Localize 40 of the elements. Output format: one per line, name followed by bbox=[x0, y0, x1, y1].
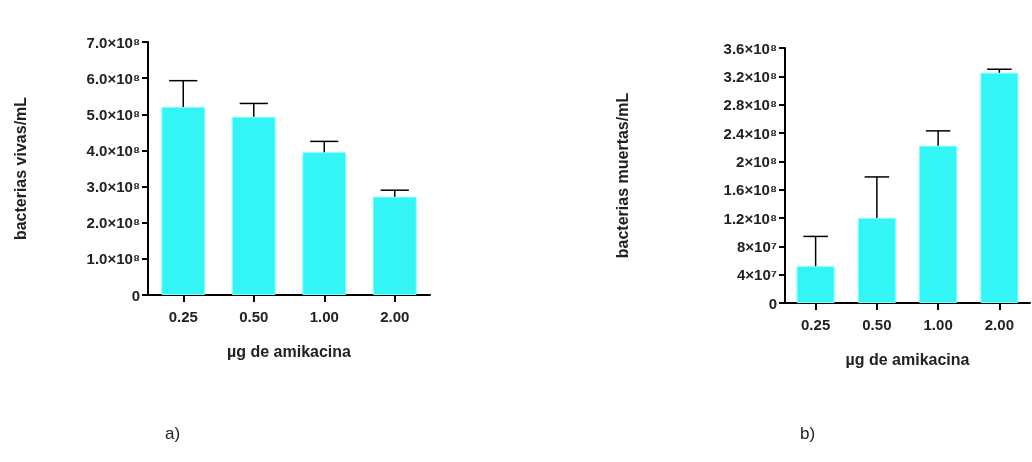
y-tick-label: 1.0×10⁸ bbox=[86, 250, 140, 268]
bar bbox=[980, 72, 1019, 303]
y-tick-label: 4×10⁷ bbox=[737, 266, 777, 284]
y-tick-label: 2.0×10⁸ bbox=[86, 214, 140, 232]
y-tick-label: 0 bbox=[768, 294, 777, 312]
y-tick-label: 0 bbox=[131, 286, 140, 304]
y-tick-label: 3.2×10⁸ bbox=[723, 67, 777, 85]
bar bbox=[231, 116, 276, 295]
y-tick-label: 2×10⁸ bbox=[736, 152, 777, 170]
bar bbox=[796, 266, 835, 303]
y-tick-label: 1.6×10⁸ bbox=[723, 181, 777, 199]
text: b) bbox=[800, 424, 816, 443]
y-tick-label: 8×10⁷ bbox=[737, 237, 777, 255]
x-tick-label: 1.00 bbox=[923, 316, 953, 333]
x-tick-label: 0.50 bbox=[239, 308, 269, 325]
bar bbox=[857, 218, 896, 303]
y-axis-title: bacterias vivas/mL bbox=[11, 96, 29, 241]
x-tick-label: 0.25 bbox=[801, 316, 831, 333]
bar bbox=[161, 107, 206, 295]
y-tick-label: 3.6×10⁸ bbox=[723, 39, 777, 57]
y-axis-title: bacterias muertas/mL bbox=[613, 92, 631, 259]
y-tick-label: 5.0×10⁸ bbox=[86, 105, 140, 123]
y-tick-label: 2.4×10⁸ bbox=[723, 124, 777, 142]
x-tick-label: 2.00 bbox=[380, 308, 410, 325]
x-axis-title: µg de amikacina bbox=[845, 350, 970, 368]
text: a) bbox=[165, 424, 181, 443]
x-tick-label: 0.50 bbox=[862, 316, 892, 333]
x-tick-label: 0.25 bbox=[168, 308, 198, 325]
x-tick-label: 1.00 bbox=[309, 308, 339, 325]
y-tick-label: 7.0×10⁸ bbox=[86, 33, 140, 51]
x-axis-title: µg de amikacina bbox=[227, 342, 352, 360]
y-tick-label: 4.0×10⁸ bbox=[86, 141, 140, 159]
y-tick-label: 6.0×10⁸ bbox=[86, 69, 140, 87]
bar bbox=[372, 196, 417, 295]
y-tick-label: 1.2×10⁸ bbox=[723, 209, 777, 227]
y-tick-label: 3.0×10⁸ bbox=[86, 178, 140, 196]
x-tick-label: 2.00 bbox=[984, 316, 1014, 333]
bar bbox=[919, 145, 958, 303]
y-tick-label: 2.8×10⁸ bbox=[723, 96, 777, 114]
bar bbox=[302, 152, 347, 295]
